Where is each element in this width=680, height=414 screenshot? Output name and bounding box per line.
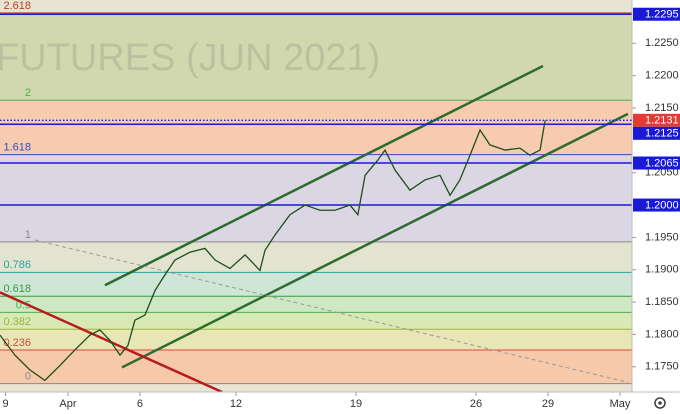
fib-label: 1.618 (3, 142, 31, 154)
y-tick-label: 1.1900 (645, 264, 679, 276)
price-label-box (633, 7, 680, 21)
price-label-box (633, 126, 680, 140)
y-tick-label: 1.1750 (645, 361, 679, 373)
fib-band (0, 154, 632, 242)
gear[interactable] (654, 397, 666, 409)
price-label-box (633, 198, 680, 212)
fib-label: 2.618 (3, 0, 31, 12)
x-tick-label: 12 (230, 398, 242, 410)
x-tick-label: 26 (470, 398, 482, 410)
y-tick-label: 1.1800 (645, 328, 679, 340)
price-label-box (633, 156, 680, 170)
fib-label: 0.618 (3, 283, 31, 295)
fib-band (0, 349, 632, 384)
fib-label: 2 (25, 87, 31, 99)
fib-band (0, 296, 632, 313)
axis-panel (0, 393, 680, 414)
fib-band (0, 100, 632, 155)
y-tick-label: 1.2050 (645, 167, 679, 179)
fib-band (0, 312, 632, 330)
price-label: 1.2125 (645, 128, 679, 140)
fib-label: 0.786 (3, 259, 31, 271)
price-label: 1.2295 (645, 9, 679, 21)
fib-label: 1 (25, 229, 31, 241)
fib-band (0, 12, 632, 101)
x-tick-label: Apr (59, 398, 76, 410)
fib-band (0, 272, 632, 297)
price-label: 1.2131 (645, 115, 679, 127)
y-tick-label: 1.1850 (645, 296, 679, 308)
trendline (121, 112, 629, 369)
y-tick-label: 1.2200 (645, 70, 679, 82)
y-tick-label: 1.1950 (645, 231, 679, 243)
price-label: 1.2000 (645, 199, 679, 211)
price-label-box (633, 113, 680, 127)
gear-center[interactable] (658, 401, 662, 405)
trendline (104, 64, 544, 287)
fib-label: 0 (25, 370, 31, 382)
settings-icon[interactable] (654, 397, 666, 409)
price-line (0, 120, 546, 382)
y-tick-label: 1.2150 (645, 102, 679, 114)
fib-label: 0.236 (3, 337, 31, 349)
fib-band (0, 241, 632, 273)
fib-label: 0.382 (3, 316, 31, 328)
x-tick-label: 19 (350, 398, 362, 410)
x-tick-label: 9 (2, 398, 8, 410)
x-tick-label: May (610, 398, 631, 410)
price-label: 1.2065 (645, 157, 679, 169)
x-tick-label: 6 (137, 398, 143, 410)
fib-band (0, 329, 632, 350)
y-tick-label: 1.2250 (645, 37, 679, 49)
watermark: FUTURES (JUN 2021) (0, 37, 380, 79)
trendline (34, 239, 629, 383)
x-tick-label: 29 (542, 398, 554, 410)
